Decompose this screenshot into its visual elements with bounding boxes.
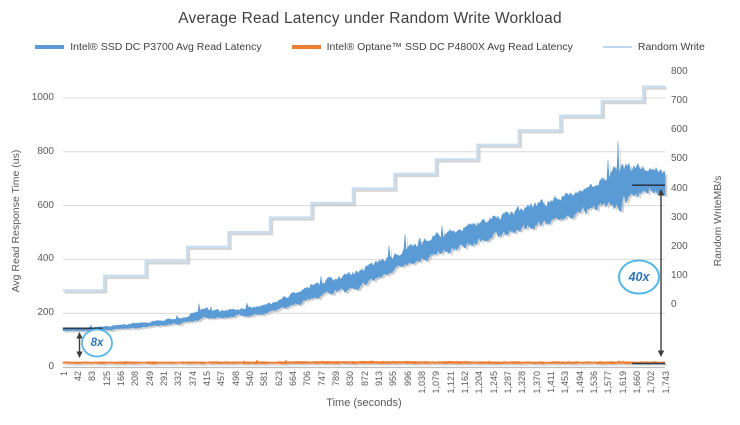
x-tick-1702: 1,702 [646, 371, 657, 394]
x-tick-374: 374 [187, 371, 198, 387]
x-tick-913: 913 [373, 371, 384, 387]
left-tick-600: 600 [37, 199, 54, 211]
x-tick-955: 955 [388, 371, 399, 387]
left-tick-800: 800 [37, 145, 54, 157]
x-tick-208: 208 [130, 371, 141, 387]
x-tick-1370: 1,370 [531, 371, 542, 394]
legend-item-random-write: Random Write [602, 41, 705, 53]
x-tick-125: 125 [101, 371, 112, 387]
x-tick-872: 872 [359, 371, 370, 387]
x-tick-1494: 1,494 [574, 371, 585, 394]
annotation-40x-label: 40x [628, 270, 650, 284]
x-tick-1162: 1,162 [459, 371, 470, 394]
x-tick-291: 291 [158, 371, 169, 387]
left-tick-400: 400 [37, 253, 54, 265]
x-tick-415: 415 [201, 371, 212, 387]
legend-swatch-p3700 [35, 45, 65, 49]
x-tick-1079: 1,079 [431, 371, 442, 394]
legend-swatch-p4800x [291, 45, 321, 49]
x-tick-1577: 1,577 [603, 371, 614, 394]
right-tick-400: 400 [671, 182, 688, 194]
x-tick-1453: 1,453 [560, 371, 571, 394]
legend: Intel® SSD DC P3700 Avg Read Latency Inte… [0, 41, 740, 53]
x-axis-title: Time (seconds) [326, 397, 402, 409]
right-tick-700: 700 [671, 95, 688, 107]
x-tick-1245: 1,245 [488, 371, 499, 394]
x-tick-498: 498 [230, 371, 241, 387]
right-tick-200: 200 [671, 240, 688, 252]
legend-label-random-write: Random Write [637, 41, 705, 53]
x-tick-332: 332 [173, 371, 184, 387]
x-tick-1619: 1,619 [617, 371, 628, 394]
right-tick-300: 300 [671, 211, 688, 223]
right-tick-100: 100 [671, 269, 688, 281]
x-tick-623: 623 [273, 371, 284, 387]
right-tick-600: 600 [671, 124, 688, 136]
x-tick-83: 83 [87, 371, 98, 382]
legend-item-p4800x: Intel® Optane™ SSD DC P4800X Avg Read La… [291, 41, 573, 53]
x-tick-1038: 1,038 [416, 371, 427, 394]
x-tick-996: 996 [402, 371, 413, 387]
x-tick-664: 664 [287, 371, 298, 387]
x-tick-830: 830 [345, 371, 356, 387]
left-tick-1000: 1000 [31, 92, 54, 103]
right-tick-500: 500 [671, 153, 688, 165]
x-tick-1287: 1,287 [502, 371, 513, 394]
legend-item-p3700: Intel® SSD DC P3700 Avg Read Latency [35, 41, 262, 53]
x-tick-706: 706 [302, 371, 313, 387]
left-tick-200: 200 [37, 307, 54, 319]
x-tick-1660: 1,660 [631, 371, 642, 394]
x-tick-1204: 1,204 [474, 371, 485, 394]
right-axis-title: Random WriteMB/s [712, 175, 724, 267]
x-tick-1743: 1,743 [660, 371, 671, 394]
right-tick-0: 0 [671, 299, 677, 310]
x-tick-166: 166 [115, 371, 126, 387]
x-tick-1536: 1,536 [588, 371, 599, 394]
right-tick-800: 800 [671, 66, 688, 77]
x-tick-457: 457 [216, 371, 227, 387]
x-tick-249: 249 [144, 371, 155, 387]
legend-swatch-random-write [602, 45, 632, 49]
x-tick-1411: 1,411 [545, 371, 556, 393]
x-tick-42: 42 [72, 371, 83, 382]
x-tick-789: 789 [330, 371, 341, 387]
x-tick-1: 1 [58, 371, 69, 377]
x-tick-1328: 1,328 [517, 371, 528, 394]
left-tick-0: 0 [48, 361, 54, 372]
x-tick-581: 581 [259, 371, 270, 387]
left-axis-title: Avg Read Response Time (us) [10, 149, 22, 293]
x-tick-747: 747 [316, 371, 327, 387]
chart-title: Average Read Latency under Random Write … [178, 10, 562, 27]
x-tick-540: 540 [244, 371, 255, 387]
annotation-8x-label: 8x [90, 337, 104, 349]
legend-label-p3700: Intel® SSD DC P3700 Avg Read Latency [70, 41, 262, 53]
x-tick-1121: 1,121 [445, 371, 456, 394]
legend-label-p4800x: Intel® Optane™ SSD DC P4800X Avg Read La… [326, 41, 573, 53]
